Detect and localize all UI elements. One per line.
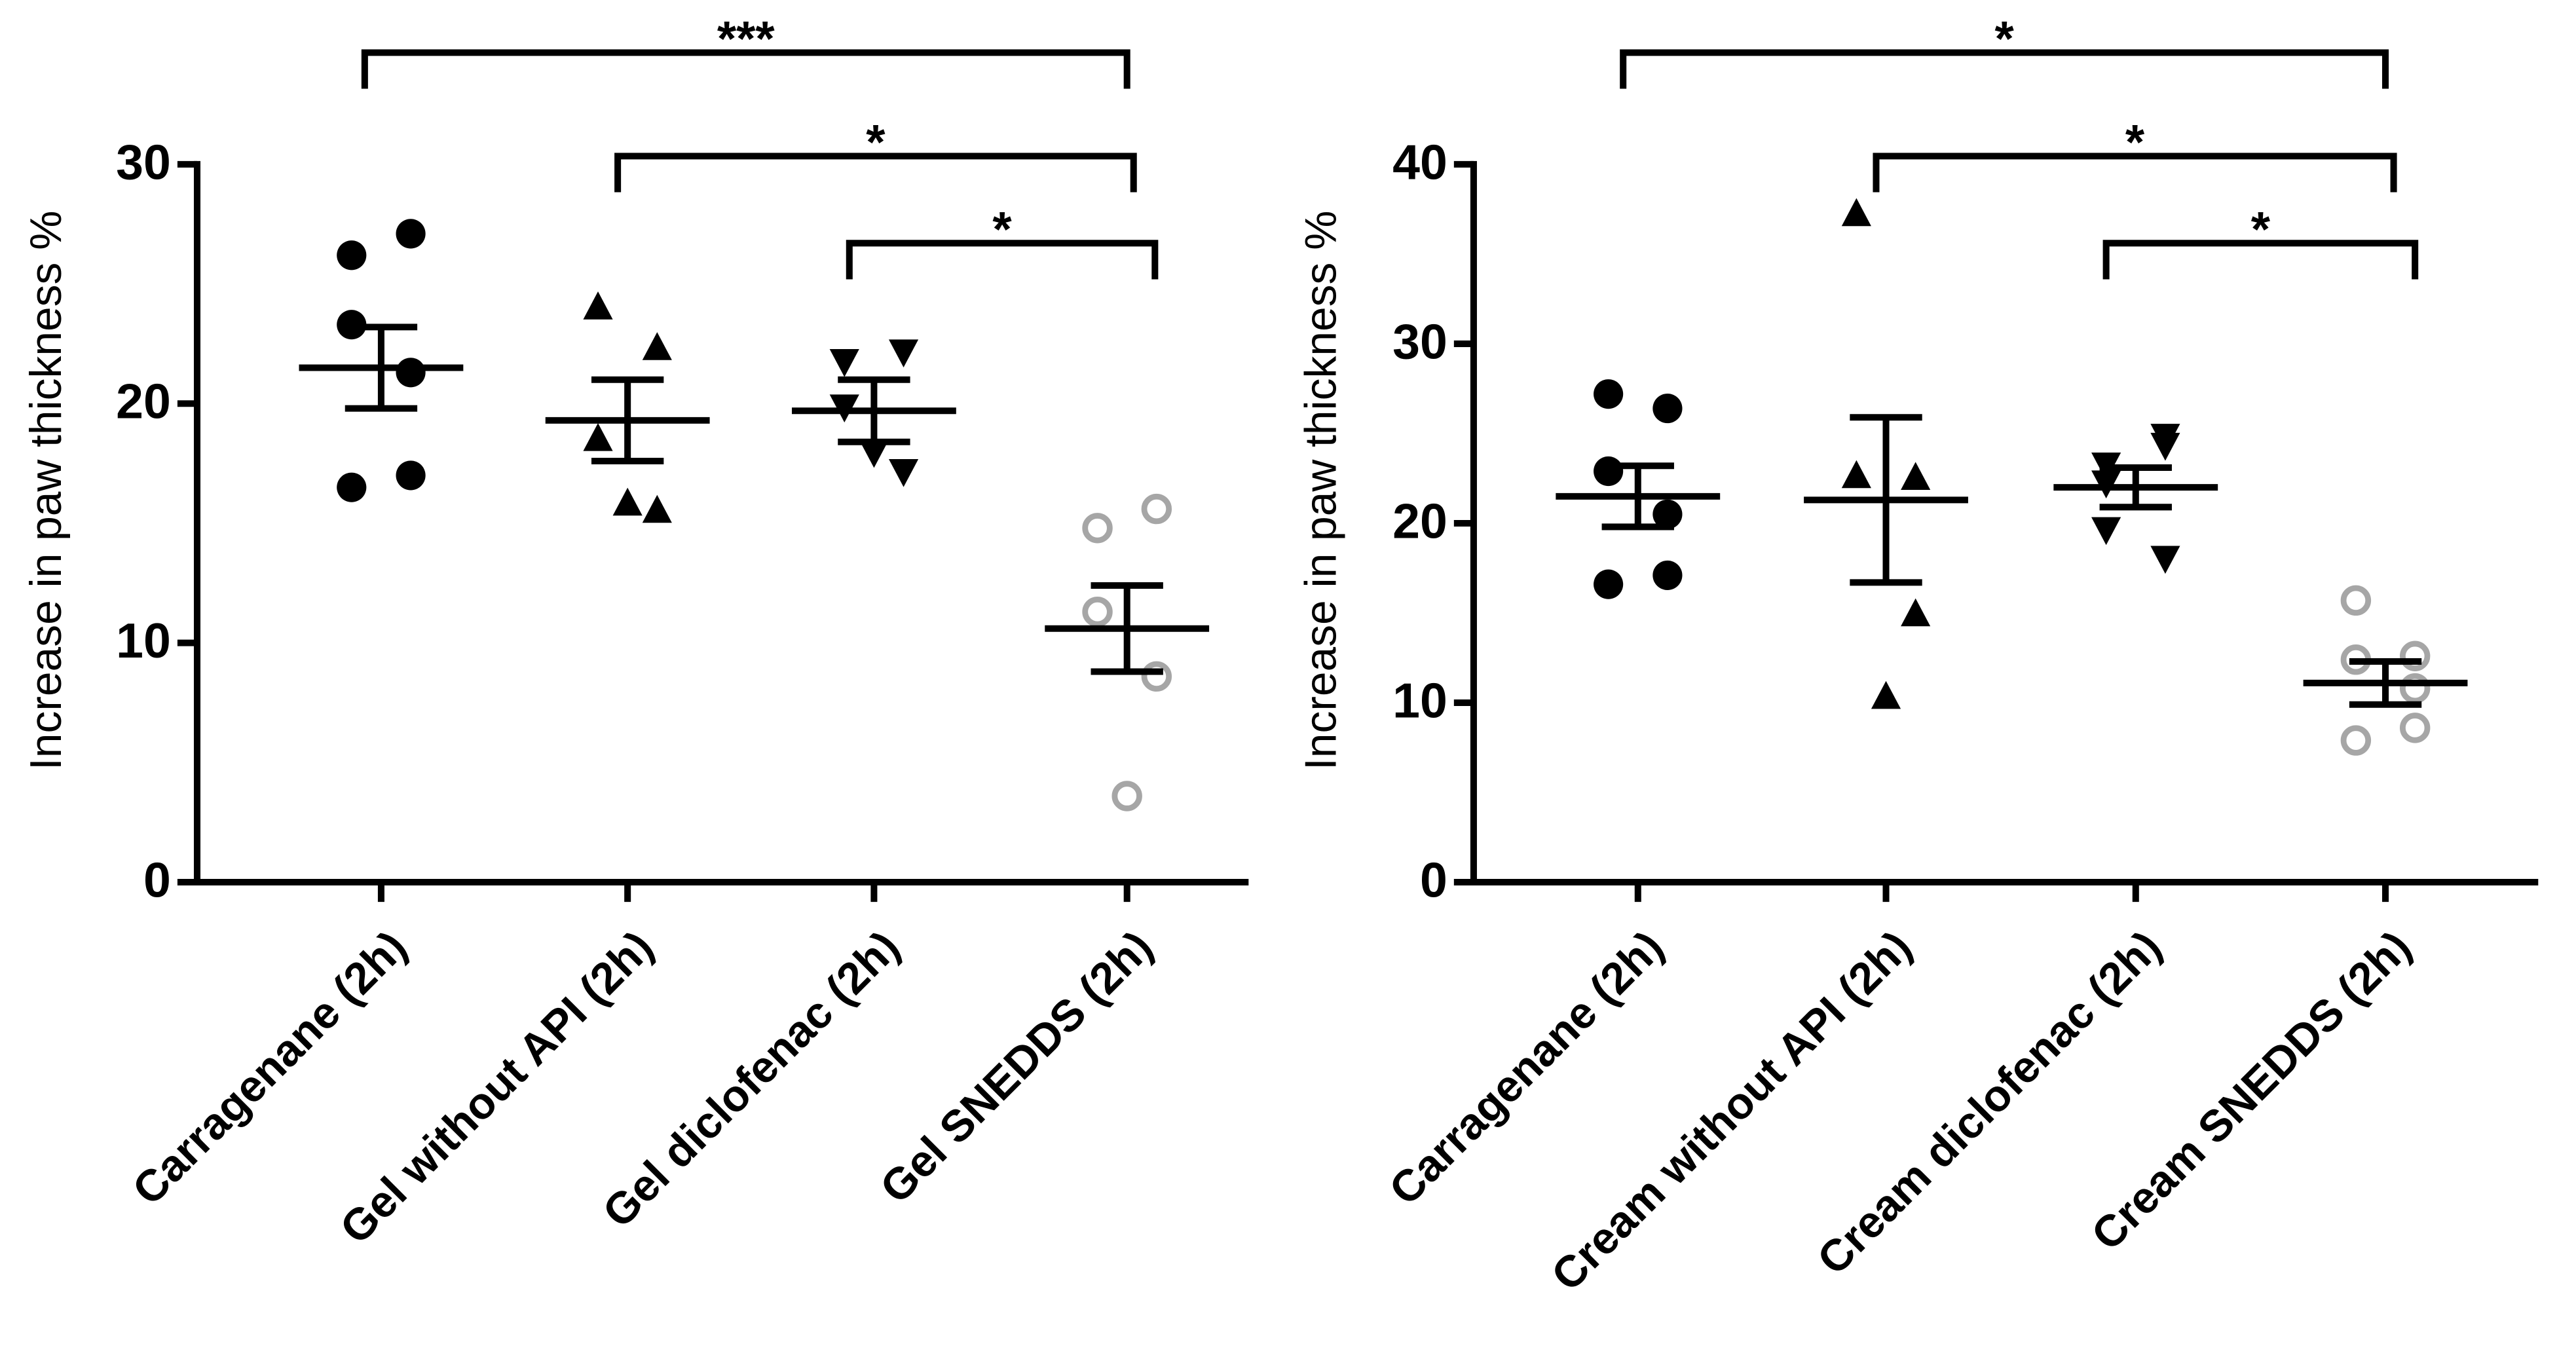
data-point [2399,641,2431,671]
data-point [1141,661,1172,692]
y-tick-label: 40 [1392,134,1447,189]
data-point [612,487,643,516]
data-point [1111,781,1142,811]
x-tick-label: Gel SNEDDS (2h) [871,922,1162,1213]
data-point [1141,493,1172,525]
y-tick-label: 0 [1420,852,1447,907]
y-axis-label: Increase in paw thickness % [1297,211,1346,770]
data-point [1841,198,1871,227]
data-point [2399,713,2431,743]
x-tick-label: Carragenane (2h) [1380,922,1673,1215]
y-tick-label: 20 [1392,493,1447,548]
y-tick-label: 30 [116,134,171,189]
data-point [1901,598,1931,627]
data-point [2399,673,2431,704]
y-tick-label: 20 [116,374,171,429]
y-tick-label: 10 [1392,673,1447,728]
data-point [1871,680,1901,709]
significance-bracket [361,49,1130,89]
data-point [642,332,672,360]
data-point [337,472,367,502]
data-point [2340,725,2372,756]
data-point [859,439,889,468]
data-point [1652,499,1683,529]
significance-label: * [2251,202,2271,257]
data-point [1594,569,1624,599]
data-point [337,240,367,270]
significance-bracket [846,240,1159,280]
significance-bracket [1620,49,2389,89]
significance-bracket [2102,240,2419,280]
data-point [2150,432,2180,461]
data-point [396,460,426,491]
significance-label: * [992,202,1012,257]
data-point [888,339,919,367]
data-point [1901,462,1931,491]
data-point [1082,596,1113,627]
y-axis-label: Increase in paw thickness % [22,211,71,770]
data-point [396,219,426,249]
data-point [583,423,613,451]
data-point [1082,513,1113,544]
x-tick-label: Carragenane (2h) [123,922,416,1215]
data-point [1652,560,1683,591]
data-point [2340,585,2372,616]
significance-label: * [2125,115,2145,170]
data-point [2091,517,2121,546]
data-point [829,348,859,377]
significance-label: * [866,115,886,170]
data-point [583,291,613,320]
data-point [642,494,672,523]
y-tick-label: 30 [1392,314,1447,369]
data-point [1841,460,1871,489]
y-tick-label: 0 [143,852,171,907]
data-point [1652,394,1683,424]
data-point [396,358,426,388]
data-point [888,459,919,487]
data-point [2150,546,2180,574]
significance-label: *** [717,11,775,66]
significance-label: * [1994,11,2014,66]
significance-bracket [1873,153,2397,193]
y-tick-label: 10 [116,613,171,668]
data-point [1594,456,1624,487]
significance-bracket [614,153,1137,193]
data-point [1594,379,1624,409]
